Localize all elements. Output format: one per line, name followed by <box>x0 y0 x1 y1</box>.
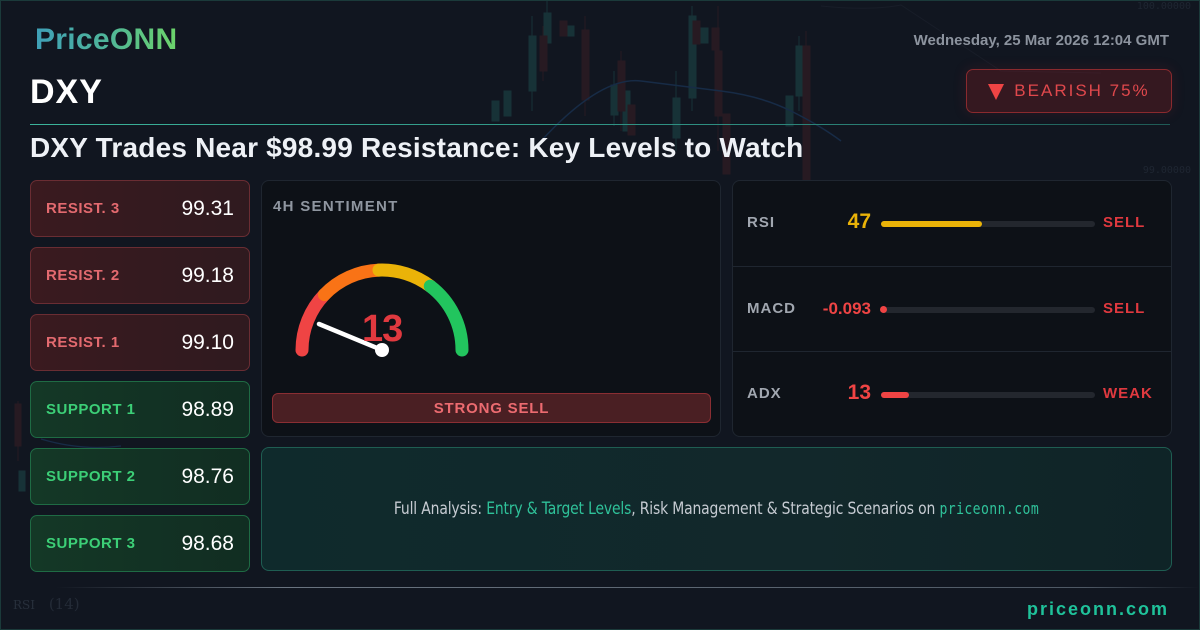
level-value: 99.18 <box>181 263 234 287</box>
indicator-signal: SELL <box>1103 214 1146 231</box>
indicator-bar <box>881 221 1095 227</box>
indicator-bar <box>881 392 1095 399</box>
sentiment-score: 13 <box>362 308 403 350</box>
indicator-bar <box>880 306 1095 314</box>
cta-highlight: Entry & Target Levels <box>486 499 632 519</box>
level-label: RESIST. 3 <box>46 200 120 217</box>
gauge-needle <box>316 321 385 353</box>
ticker-symbol: DXY <box>30 73 103 111</box>
level-value: 98.68 <box>181 531 234 555</box>
gauge-pivot <box>375 343 389 357</box>
level-resist-3: RESIST. 3 99.31 <box>30 180 250 237</box>
level-value: 98.76 <box>181 464 234 488</box>
header-divider <box>30 124 1170 125</box>
headline: DXY Trades Near $98.99 Resistance: Key L… <box>30 132 804 163</box>
level-value: 99.31 <box>181 196 234 220</box>
price-axis-label: 100.00000 <box>1136 1 1191 12</box>
price-axis-label: 99.00000 <box>1142 165 1191 176</box>
footer-site-link[interactable]: priceonn.com <box>1026 599 1169 619</box>
level-support-2: SUPPORT 2 98.76 <box>30 448 250 505</box>
level-label: RESIST. 1 <box>46 334 120 351</box>
rsi-pane-name: RSI <box>13 598 35 612</box>
sentiment-card: 4H SENTIMENT 13 STRONG SELL <box>261 180 721 437</box>
indicator-row-macd: MACD -0.093 SELL <box>733 267 1171 353</box>
level-label: SUPPORT 1 <box>46 401 136 418</box>
indicator-bar-fill <box>881 221 982 227</box>
level-support-1: SUPPORT 1 98.89 <box>30 381 250 438</box>
indicator-signal: SELL <box>1103 299 1146 317</box>
sentiment-title: 4H SENTIMENT <box>273 198 399 215</box>
indicator-row-rsi: RSI 47 SELL <box>733 181 1171 267</box>
level-label: RESIST. 2 <box>46 267 120 284</box>
indicator-name: RSI <box>747 214 776 231</box>
rsi-pane-label: RSI (14) <box>13 595 80 613</box>
full-analysis-cta[interactable]: Full Analysis: Entry & Target Levels, Ri… <box>261 447 1172 571</box>
sentiment-gauge-icon <box>295 263 469 357</box>
brand-logo: PriceONN <box>35 23 178 56</box>
indicator-signal: WEAK <box>1103 385 1153 403</box>
level-resist-2: RESIST. 2 99.18 <box>30 247 250 304</box>
key-levels-list: RESIST. 3 99.31 RESIST. 2 99.18 RESIST. … <box>30 180 250 582</box>
cta-text: Full Analysis: Entry & Target Levels, Ri… <box>394 499 1039 519</box>
cta-middle: , Risk Management & Strategic Scenarios … <box>631 499 940 519</box>
cta-site-link[interactable]: priceonn.com <box>939 499 1040 518</box>
timestamp: Wednesday, 25 Mar 2026 12:04 GMT <box>913 32 1169 49</box>
triangle-down-icon <box>988 84 1005 100</box>
indicator-value: 13 <box>847 381 871 405</box>
sentiment-verdict: STRONG SELL <box>272 393 711 423</box>
indicators-card: RSI 47 SELL MACD -0.093 SELL ADX 13 WEAK <box>732 180 1172 437</box>
indicator-value: 47 <box>847 210 871 233</box>
level-label: SUPPORT 3 <box>46 535 136 552</box>
indicator-name: MACD <box>747 299 796 317</box>
indicator-name: ADX <box>747 385 782 403</box>
cta-prefix: Full Analysis: <box>393 499 487 519</box>
bias-label: BEARISH 75% <box>1014 81 1150 100</box>
footer-divider <box>56 587 1199 588</box>
bias-badge: BEARISH 75% <box>966 69 1172 113</box>
indicator-row-adx: ADX 13 WEAK <box>733 352 1171 436</box>
indicator-bar-dot <box>880 306 887 314</box>
indicator-value: -0.093 <box>822 298 871 318</box>
level-resist-1: RESIST. 1 99.10 <box>30 314 250 371</box>
rsi-pane-period: (14) <box>48 595 80 613</box>
level-support-3: SUPPORT 3 98.68 <box>30 515 250 572</box>
level-label: SUPPORT 2 <box>46 468 136 485</box>
level-value: 99.10 <box>181 330 234 354</box>
level-value: 98.89 <box>181 397 234 421</box>
indicator-bar-fill <box>881 392 909 399</box>
